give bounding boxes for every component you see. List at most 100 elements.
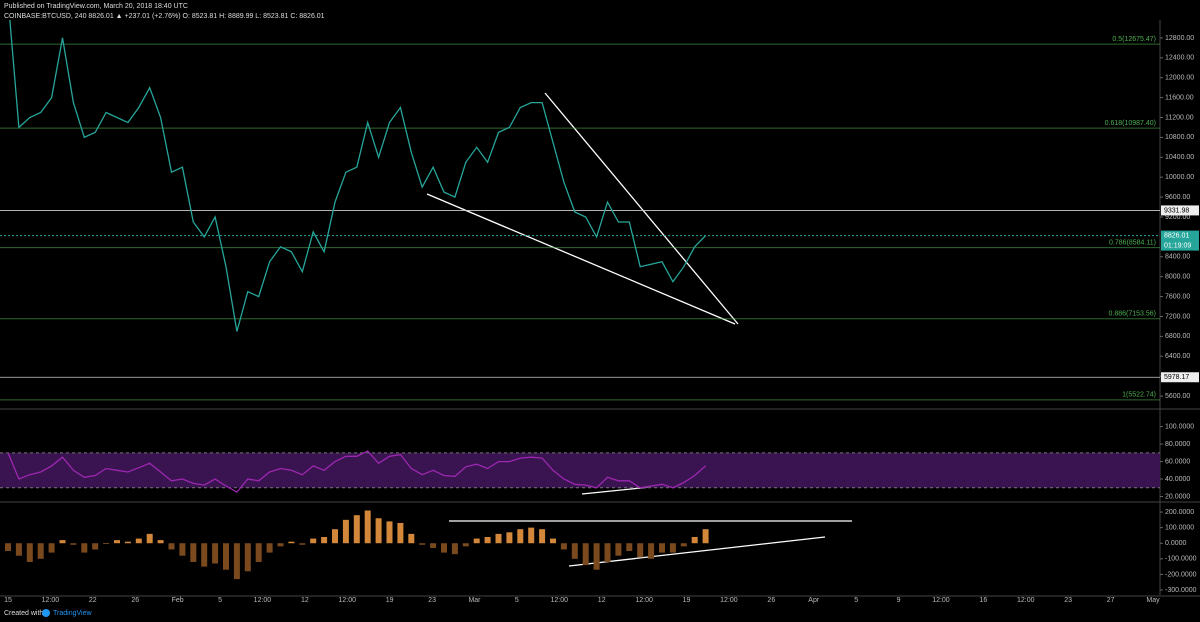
y-tick-label: 7200.00 <box>1165 313 1190 320</box>
y-tick-label: 40.0000 <box>1165 476 1190 483</box>
y-tick-label: 20.0000 <box>1165 493 1190 500</box>
histogram-bar <box>26 543 33 562</box>
histogram-bar <box>92 543 99 550</box>
histogram-bar <box>70 543 77 545</box>
y-tick-label: 6400.00 <box>1165 353 1190 360</box>
histogram-bar <box>103 543 110 544</box>
histogram-bar <box>201 543 208 567</box>
y-tick-label: 10000.00 <box>1165 174 1194 181</box>
histogram-bar <box>59 540 66 544</box>
histogram-bar <box>626 543 633 552</box>
price-line-label: 5978.17 <box>1164 374 1189 381</box>
histogram-bar <box>560 543 567 550</box>
trendlines <box>426 92 852 567</box>
x-tick-label: 12:00 <box>338 597 356 604</box>
histogram-bar <box>375 518 382 544</box>
x-tick-label: 12:00 <box>42 597 60 604</box>
x-tick-label: 23 <box>1064 597 1072 604</box>
fib-label: 0.618(10987.40) <box>1105 120 1156 127</box>
x-tick-label: 5 <box>515 597 519 604</box>
pane-borders <box>0 20 1200 597</box>
x-tick-label: Feb <box>172 597 184 604</box>
histogram-bar <box>179 543 186 556</box>
y-tick-label: 0.0000 <box>1165 540 1187 547</box>
histogram-bar <box>691 536 698 544</box>
histogram-bar <box>15 543 22 556</box>
histogram-bar <box>430 543 437 548</box>
histogram-bar <box>571 543 578 559</box>
histogram-bar <box>539 529 546 544</box>
histogram-bar <box>550 538 556 544</box>
price-line-label: 9331.98 <box>1164 207 1189 214</box>
histogram-bar <box>190 543 197 562</box>
y-tick-label: -300.0000 <box>1165 587 1197 594</box>
price-line-box <box>1161 372 1199 383</box>
histogram-bar <box>223 543 229 570</box>
histogram-bar <box>364 510 371 544</box>
histogram-bar <box>135 538 142 544</box>
y-tick-label: 100.0000 <box>1165 524 1194 531</box>
x-tick-label: May <box>1146 597 1160 604</box>
histogram-bar <box>462 543 469 547</box>
histogram-bar <box>680 543 687 547</box>
histogram-bar <box>495 533 502 544</box>
y-tick-label: 12800.00 <box>1165 35 1194 42</box>
histogram-bar <box>244 543 251 572</box>
x-tick-label: 26 <box>131 597 139 604</box>
x-tick-label: 12:00 <box>720 597 738 604</box>
y-tick-label: 8400.00 <box>1165 254 1190 261</box>
histogram-bar <box>669 543 676 553</box>
histogram-bar <box>528 527 535 544</box>
histogram-bar <box>648 543 655 559</box>
pane-0 <box>0 20 1160 401</box>
logo <box>42 609 50 617</box>
histogram-bar <box>637 543 644 558</box>
histogram-bar <box>408 533 415 544</box>
x-tick-label: Apr <box>808 597 820 604</box>
x-tick-label: 12:00 <box>254 597 272 604</box>
histogram-bar <box>288 541 295 544</box>
x-tick-label: 12:00 <box>551 597 569 604</box>
x-tick-label: 15 <box>4 597 12 604</box>
pane-1 <box>0 450 1160 493</box>
histogram-bar <box>321 536 328 544</box>
x-tick-label: 9 <box>897 597 901 604</box>
histogram-bar <box>114 540 120 544</box>
histogram-bar <box>342 519 349 544</box>
published: Published on TradingView.com, March 20, … <box>4 3 188 10</box>
x-tick-label: 27 <box>1107 597 1115 604</box>
x-tick-label: 19 <box>683 597 691 604</box>
x-tick-label: 12:00 <box>932 597 950 604</box>
histogram-bar <box>397 522 404 544</box>
histogram-bar <box>310 538 317 544</box>
x-tick-label: 12 <box>598 597 606 604</box>
y-tick-label: 60.0000 <box>1165 458 1190 465</box>
histogram-bar <box>255 543 262 562</box>
histogram-bar <box>266 543 273 553</box>
fib-label: 0.786(8584.11) <box>1109 239 1156 246</box>
histogram-bar <box>506 532 513 544</box>
histogram-bar <box>277 543 284 547</box>
y-tick-label: 100.0000 <box>1165 423 1194 430</box>
histogram-bar <box>37 543 44 559</box>
histogram-bar <box>332 529 338 544</box>
histogram-bar <box>441 543 447 553</box>
y-tick-label: 11200.00 <box>1165 114 1194 121</box>
fib-label: 0.5(12675.47) <box>1112 36 1156 43</box>
x-tick-label: 23 <box>428 597 436 604</box>
x-tick-label: 12:00 <box>635 597 653 604</box>
brand: TradingView <box>53 610 92 617</box>
y-tick-label: 7600.00 <box>1165 293 1190 300</box>
countdown: 01:19:09 <box>1164 242 1191 249</box>
histogram-bar <box>593 543 600 570</box>
histogram-bar <box>353 515 360 544</box>
last-price-box <box>1161 230 1199 251</box>
histogram-bar <box>451 543 458 555</box>
histogram-bar <box>517 529 524 544</box>
created-with: Created with <box>4 610 43 617</box>
y-tick-label: 10800.00 <box>1165 134 1194 141</box>
price-line-box <box>1161 205 1199 216</box>
y-tick-label: 6800.00 <box>1165 333 1190 340</box>
